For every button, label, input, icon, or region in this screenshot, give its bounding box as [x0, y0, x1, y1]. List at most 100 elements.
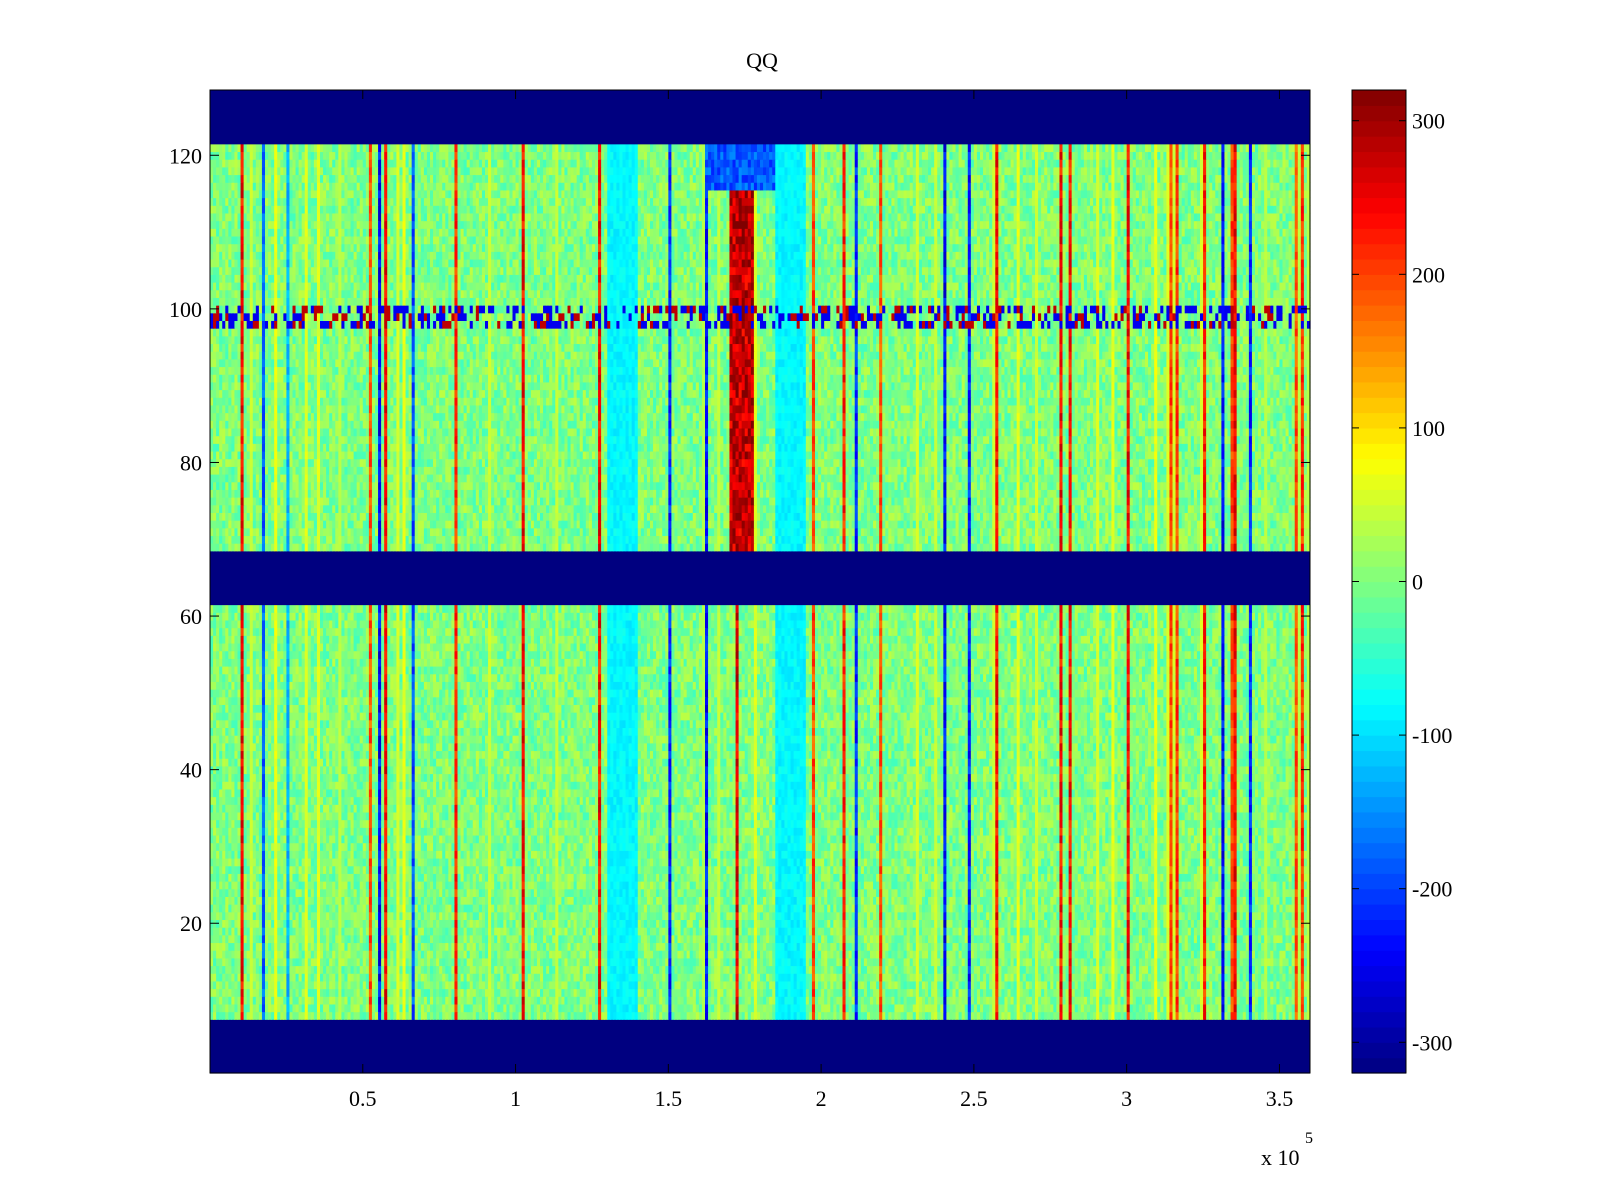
- heatmap-cell: [961, 1003, 966, 1013]
- heatmap-cell: [912, 996, 917, 1005]
- heatmap-cell: [1090, 1003, 1094, 1013]
- heatmap-cell: [1297, 980, 1302, 990]
- heatmap-cell: [1181, 1011, 1186, 1020]
- heatmap-cell: [689, 1011, 694, 1020]
- heatmap-cell: [662, 965, 666, 974]
- heatmap-cell: [448, 996, 452, 1005]
- heatmap-cell: [925, 1003, 929, 1013]
- heatmap-cell: [845, 957, 850, 967]
- heatmap-cell: [906, 965, 911, 974]
- heatmap-cell: [579, 973, 584, 982]
- heatmap-cell: [866, 980, 871, 990]
- heatmap-cell: [466, 980, 471, 990]
- heatmap-cell: [897, 965, 902, 974]
- heatmap-cell: [371, 1003, 376, 1013]
- heatmap-cell: [1093, 965, 1097, 974]
- heatmap-cell: [851, 973, 856, 982]
- heatmap-cell: [1050, 980, 1054, 990]
- heatmap-cell: [1031, 980, 1036, 990]
- heatmap-cell: [488, 980, 492, 990]
- heatmap-cell: [1044, 988, 1048, 997]
- heatmap-cell: [1096, 1011, 1100, 1020]
- heatmap-cell: [967, 1003, 972, 1013]
- heatmap-cell: [1111, 965, 1116, 974]
- heatmap-cell: [530, 980, 535, 990]
- heatmap-cell: [558, 1003, 562, 1013]
- heatmap-cell: [766, 973, 770, 982]
- heatmap-cell: [1206, 1003, 1210, 1013]
- heatmap-cell: [701, 988, 706, 997]
- heatmap-cell: [952, 1011, 957, 1020]
- heatmap-cell: [781, 957, 786, 967]
- heatmap-cell: [640, 980, 645, 990]
- heatmap-cell: [460, 973, 465, 982]
- heatmap-cell: [888, 996, 892, 1005]
- heatmap-cell: [897, 973, 902, 982]
- heatmap-cell: [628, 988, 633, 997]
- heatmap-cell: [1215, 988, 1219, 997]
- heatmap-cell: [598, 1003, 602, 1013]
- heatmap-cell: [469, 1003, 474, 1013]
- heatmap-cell: [1242, 980, 1247, 990]
- heatmap-cell: [870, 965, 874, 974]
- heatmap-cell: [350, 1003, 355, 1013]
- heatmap-cell: [992, 988, 996, 997]
- heatmap-cell: [231, 957, 236, 967]
- heatmap-cell: [659, 996, 663, 1005]
- heatmap-cell: [708, 988, 712, 997]
- heatmap-cell: [943, 996, 947, 1005]
- heatmap-cell: [912, 965, 917, 974]
- heatmap-cell: [1236, 965, 1241, 974]
- heatmap-cell: [784, 1011, 789, 1020]
- heatmap-cell: [708, 973, 712, 982]
- heatmap-cell: [402, 980, 407, 990]
- heatmap-cell: [1053, 980, 1057, 990]
- heatmap-cell: [323, 988, 327, 997]
- heatmap-cell: [1010, 973, 1015, 982]
- heatmap-cell: [234, 988, 239, 997]
- heatmap-cell: [417, 965, 422, 974]
- heatmap-cell: [1056, 988, 1061, 997]
- heatmap-cell: [582, 957, 587, 967]
- heatmap-cell: [1001, 1011, 1006, 1020]
- heatmap-cell: [689, 988, 694, 997]
- heatmap-cell: [472, 1011, 477, 1020]
- heatmap-cell: [680, 980, 685, 990]
- heatmap-cell: [1157, 965, 1161, 974]
- heatmap-cell: [1004, 965, 1009, 974]
- heatmap-cell: [640, 1003, 645, 1013]
- heatmap-cell: [909, 980, 914, 990]
- heatmap-cell: [952, 973, 957, 982]
- heatmap-cell: [1086, 988, 1091, 997]
- heatmap-cell: [711, 996, 715, 1005]
- heatmap-cell: [1044, 1003, 1048, 1013]
- heatmap-cell: [760, 965, 764, 974]
- heatmap-cell: [1013, 988, 1018, 997]
- heatmap-cell: [1141, 973, 1146, 982]
- heatmap-cell: [1187, 980, 1192, 990]
- heatmap-cell: [588, 988, 593, 997]
- heatmap-cell: [787, 980, 792, 990]
- heatmap-cell: [888, 965, 892, 974]
- heatmap-cell: [698, 1011, 703, 1020]
- heatmap-cell: [650, 973, 654, 982]
- heatmap-cell: [983, 996, 987, 1005]
- heatmap-cell: [304, 980, 309, 990]
- heatmap-cell: [546, 1011, 550, 1020]
- heatmap-cell: [286, 988, 291, 997]
- heatmap-cell: [732, 973, 737, 982]
- heatmap-cell: [873, 980, 877, 990]
- heatmap-cell: [1196, 973, 1201, 982]
- heatmap-cell: [668, 1003, 672, 1013]
- heatmap-cell: [497, 980, 501, 990]
- heatmap-cell: [540, 980, 544, 990]
- heatmap-cell: [1025, 996, 1030, 1005]
- heatmap-cell: [818, 1003, 822, 1013]
- heatmap-cell: [1007, 965, 1012, 974]
- heatmap-cell: [1031, 996, 1036, 1005]
- heatmap-cell: [1193, 965, 1198, 974]
- heatmap-cell: [931, 988, 935, 997]
- heatmap-cell: [625, 957, 630, 967]
- heatmap-cell: [952, 988, 957, 997]
- heatmap-cell: [472, 1003, 477, 1013]
